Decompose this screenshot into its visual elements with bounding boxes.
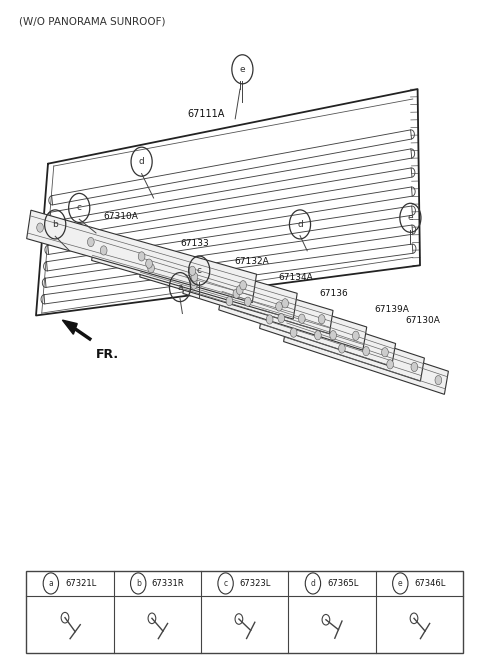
Text: d: d (139, 157, 144, 166)
Text: c: c (224, 579, 228, 588)
Bar (26, 571, 463, 653)
Text: e: e (408, 213, 413, 222)
Circle shape (244, 297, 251, 306)
Text: b: b (136, 579, 141, 588)
Circle shape (240, 280, 247, 290)
Text: FR.: FR. (96, 348, 119, 362)
Circle shape (318, 315, 325, 324)
Circle shape (411, 362, 418, 372)
Text: 67139A: 67139A (374, 304, 409, 313)
Text: 67346L: 67346L (414, 579, 446, 588)
Circle shape (236, 286, 243, 295)
Circle shape (338, 344, 345, 353)
Circle shape (145, 259, 153, 268)
Polygon shape (62, 320, 77, 334)
Text: 67132A: 67132A (234, 257, 269, 266)
Circle shape (87, 238, 94, 247)
Circle shape (314, 331, 321, 340)
Circle shape (387, 360, 394, 369)
Circle shape (226, 296, 233, 306)
Circle shape (352, 331, 359, 341)
Polygon shape (260, 305, 424, 381)
Circle shape (278, 314, 285, 323)
Text: c: c (197, 266, 202, 275)
Circle shape (189, 266, 196, 275)
Text: c: c (77, 203, 82, 213)
Polygon shape (27, 210, 256, 303)
Circle shape (382, 348, 388, 357)
Circle shape (148, 263, 155, 273)
Text: e: e (240, 65, 245, 74)
Circle shape (276, 302, 282, 311)
Circle shape (299, 314, 305, 323)
Text: 67331R: 67331R (152, 579, 184, 588)
Polygon shape (219, 286, 396, 367)
Text: d: d (311, 579, 315, 588)
Text: 67323L: 67323L (240, 579, 271, 588)
Circle shape (363, 346, 370, 356)
Text: e: e (398, 579, 403, 588)
Circle shape (138, 252, 145, 261)
Text: 67133: 67133 (180, 238, 209, 248)
Polygon shape (284, 318, 448, 395)
Text: 67310A: 67310A (103, 212, 138, 221)
Circle shape (191, 280, 197, 289)
Text: 67130A: 67130A (406, 315, 441, 325)
Text: a: a (48, 579, 53, 588)
Text: d: d (297, 220, 303, 229)
Circle shape (191, 272, 198, 281)
Circle shape (282, 299, 288, 308)
Circle shape (100, 246, 107, 255)
Circle shape (266, 315, 273, 324)
Text: (W/O PANORAMA SUNROOF): (W/O PANORAMA SUNROOF) (19, 16, 166, 26)
Text: a: a (177, 282, 183, 292)
Text: 67134A: 67134A (278, 273, 313, 282)
Text: b: b (52, 220, 58, 229)
Polygon shape (92, 234, 297, 319)
Text: 67321L: 67321L (65, 579, 96, 588)
Polygon shape (140, 253, 333, 334)
Circle shape (233, 289, 240, 298)
Circle shape (330, 331, 336, 340)
Text: 67111A: 67111A (188, 109, 225, 119)
Text: 67365L: 67365L (327, 579, 359, 588)
Text: 67136: 67136 (319, 289, 348, 298)
Circle shape (290, 328, 297, 337)
Circle shape (37, 223, 44, 232)
Circle shape (435, 376, 442, 385)
Polygon shape (183, 270, 367, 350)
Circle shape (191, 277, 197, 286)
